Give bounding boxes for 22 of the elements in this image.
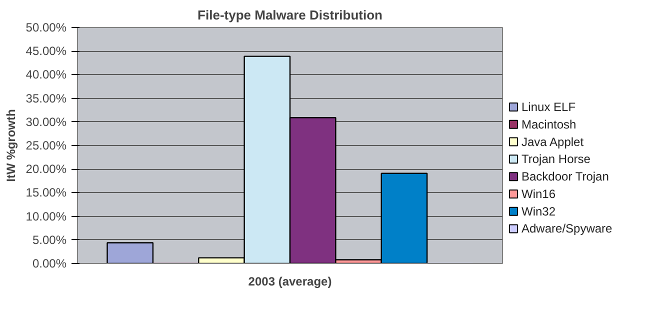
legend-label: Backdoor Trojan — [522, 170, 609, 184]
y-tick-label: 0.00% — [32, 256, 67, 270]
legend-label: Win32 — [522, 204, 556, 218]
legend-label: Java Applet — [522, 134, 584, 149]
y-axis-title: ItW %growth — [4, 109, 18, 182]
y-tick-label: 5.00% — [32, 232, 67, 247]
y-tick-label: 40.00% — [26, 68, 67, 82]
y-tick-label: 15.00% — [26, 186, 67, 200]
y-tick-label: 35.00% — [26, 91, 67, 106]
legend-label: Linux ELF — [522, 100, 576, 114]
y-tick-label: 25.00% — [26, 138, 67, 152]
y-tick-label: 50.00% — [26, 20, 67, 34]
y-tick-label: 10.00% — [26, 209, 67, 224]
legend-label: Trojan Horse — [522, 152, 591, 166]
y-tick-label: 45.00% — [26, 44, 67, 58]
y-tick-label: 30.00% — [26, 114, 67, 129]
chart-title: File-type Malware Distribution — [198, 8, 383, 22]
x-axis-title: 2003 (average) — [248, 274, 332, 288]
legend-label: Adware/Spyware — [522, 222, 613, 236]
legend-label: Win16 — [522, 186, 556, 201]
y-tick-label: 20.00% — [26, 162, 67, 176]
legend-label: Macintosh — [522, 117, 576, 132]
